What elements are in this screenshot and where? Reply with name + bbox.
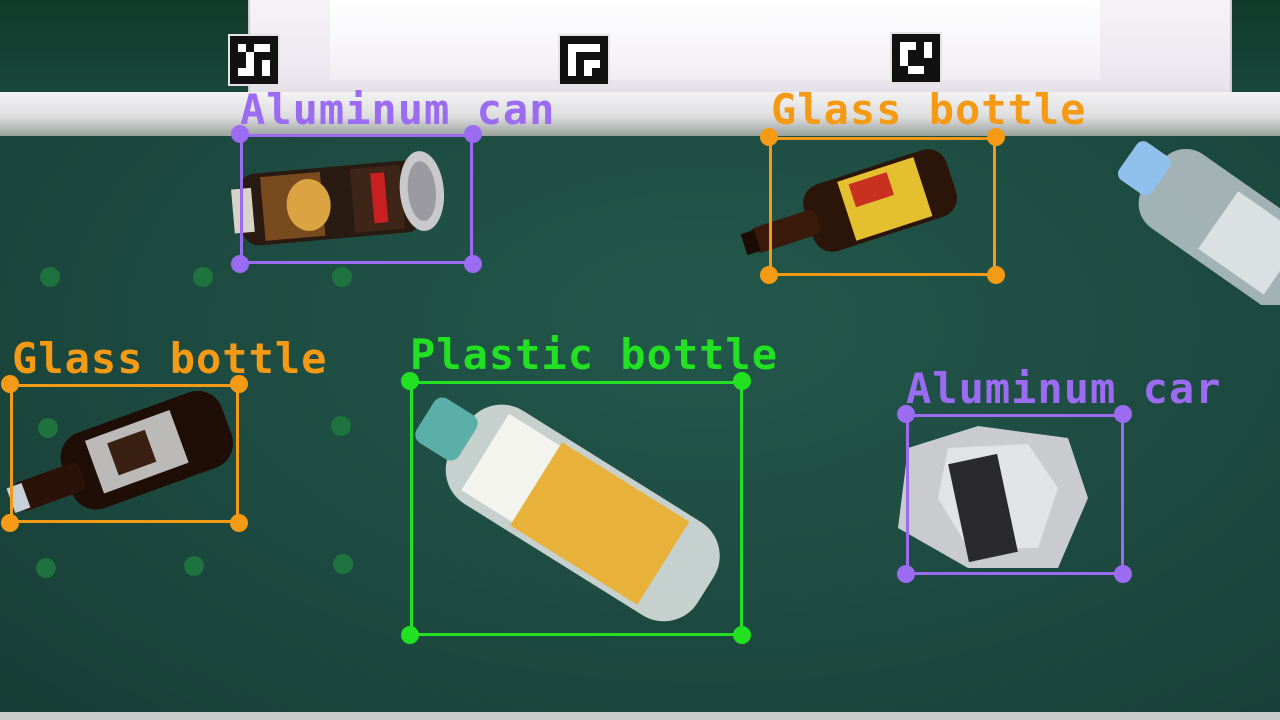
box-corner-handle[interactable] [230, 514, 248, 532]
box-corner-handle[interactable] [231, 125, 249, 143]
belt-dot [333, 554, 353, 574]
belt-dot [184, 556, 204, 576]
box-corner-handle[interactable] [987, 128, 1005, 146]
detection-box [240, 134, 473, 264]
box-corner-handle[interactable] [987, 266, 1005, 284]
box-corner-handle[interactable] [733, 626, 751, 644]
box-corner-handle[interactable] [401, 626, 419, 644]
box-corner-handle[interactable] [401, 372, 419, 390]
box-corner-handle[interactable] [231, 255, 249, 273]
box-corner-handle[interactable] [1114, 565, 1132, 583]
aluminum-can-crushed-object [898, 426, 1088, 568]
detection-box [10, 384, 239, 523]
belt-dot [36, 558, 56, 578]
box-corner-handle[interactable] [897, 565, 915, 583]
belt-dot [331, 416, 351, 436]
belt-dot [332, 267, 352, 287]
detection-label: Glass bottle [771, 85, 1087, 134]
tray-inner [330, 0, 1100, 80]
box-corner-handle[interactable] [897, 405, 915, 423]
detection-label: Plastic bottle [410, 330, 779, 379]
detection-label: Glass bottle [12, 334, 328, 383]
box-corner-handle[interactable] [733, 372, 751, 390]
box-corner-handle[interactable] [1114, 405, 1132, 423]
box-corner-handle[interactable] [760, 128, 778, 146]
belt-dot [38, 418, 58, 438]
detection-label: Aluminum can [240, 85, 556, 134]
belt-dot [40, 267, 60, 287]
detection-box [769, 137, 996, 276]
glass-bottle-object [740, 149, 958, 256]
bottom-rail [0, 712, 1280, 720]
box-corner-handle[interactable] [464, 255, 482, 273]
detection-label: Aluminum car [906, 364, 1222, 413]
belt-dot [193, 267, 213, 287]
box-corner-handle[interactable] [1, 375, 19, 393]
fiducial-marker-center [558, 34, 610, 86]
guide-rail [0, 92, 1280, 136]
detection-box [906, 414, 1124, 575]
glass-bottle-object [6, 390, 234, 513]
plastic-bottle-partial-object [1118, 141, 1280, 305]
detection-box [410, 381, 743, 636]
box-corner-handle[interactable] [230, 375, 248, 393]
box-corner-handle[interactable] [1, 514, 19, 532]
box-corner-handle[interactable] [464, 125, 482, 143]
aluminum-can-object [231, 151, 445, 246]
plastic-bottle-object [415, 397, 720, 622]
fiducial-marker-left [228, 34, 280, 86]
box-corner-handle[interactable] [760, 266, 778, 284]
fiducial-marker-right [890, 32, 942, 84]
